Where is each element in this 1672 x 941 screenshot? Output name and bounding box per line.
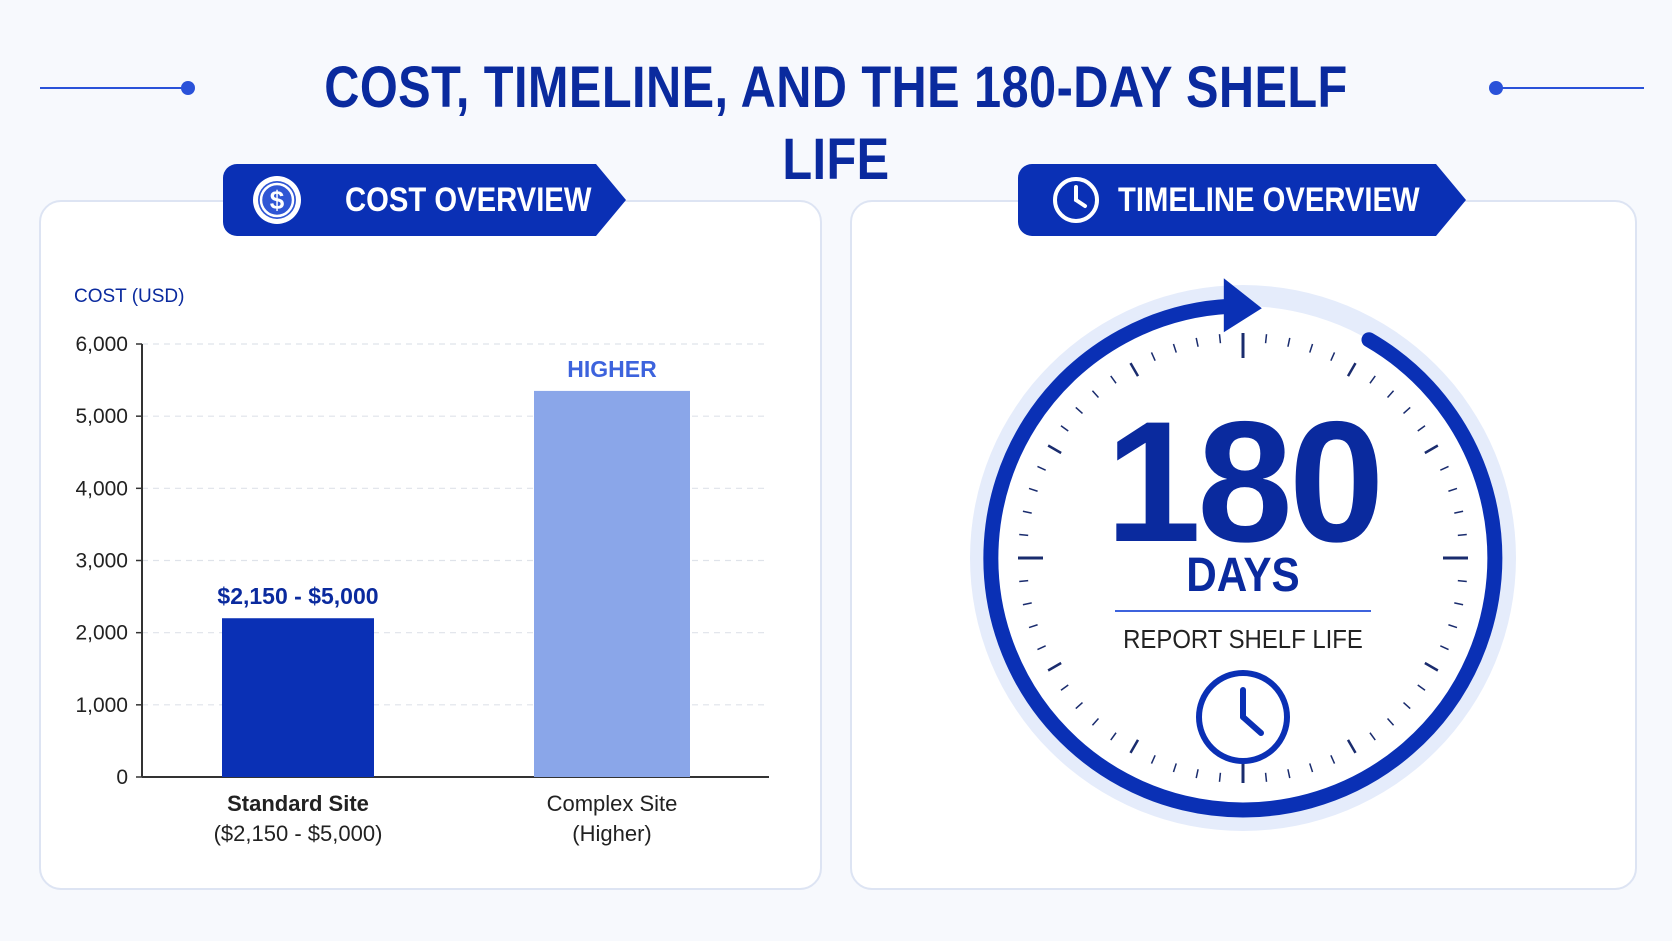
clock-tick — [1448, 624, 1458, 629]
clock-tick — [1440, 465, 1449, 471]
clock-tick — [1264, 334, 1268, 344]
arrow-head-icon — [1223, 278, 1262, 333]
clock-tick — [1386, 390, 1395, 398]
bar-standard-site — [222, 618, 374, 777]
data-label: HIGHER — [567, 356, 657, 382]
clock-tick — [1424, 444, 1439, 455]
clock-tick — [1330, 352, 1336, 361]
y-axis-label: COST (USD) — [74, 286, 184, 307]
page-title: COST, TIMELINE, AND THE 180-DAY SHELF LI… — [324, 55, 1348, 192]
clock-inner-icon — [1196, 670, 1290, 764]
clock-tick — [1075, 406, 1083, 415]
clock-tick — [1369, 375, 1376, 384]
timeline-overview-header: TIMELINE OVERVIEW — [1018, 164, 1466, 236]
clock-tick — [1346, 362, 1357, 377]
x-tick-label: Complex Site — [547, 791, 678, 816]
clock-tick — [1417, 425, 1426, 432]
clock-tick — [1172, 343, 1177, 353]
clock-tick — [1218, 772, 1222, 782]
clock-tick — [1019, 579, 1029, 583]
y-tick-label: 1,000 — [75, 694, 128, 717]
title-dot-right — [1489, 81, 1503, 95]
clock-tick — [1417, 684, 1426, 691]
clock-icon — [1050, 174, 1102, 226]
clock-tick — [1129, 739, 1140, 754]
timeline-overview-label: TIMELINE OVERVIEW — [1118, 181, 1420, 219]
data-label: $2,150 - $5,000 — [217, 583, 378, 609]
clock-progress-arc — [983, 298, 1503, 818]
y-tick-label: 2,000 — [75, 622, 128, 645]
clock-tick — [1028, 624, 1038, 629]
clock-tick — [1218, 334, 1222, 344]
clock-tick — [1022, 602, 1032, 606]
x-tick-label: Standard Site — [227, 791, 369, 816]
clock-divider — [1115, 610, 1371, 612]
y-tick-label: 3,000 — [75, 550, 128, 573]
clock-tick — [1457, 579, 1467, 583]
clock-tick — [1264, 772, 1268, 782]
y-tick-label: 4,000 — [75, 477, 128, 500]
clock-tick — [1110, 375, 1117, 384]
bar-complex-site — [534, 390, 690, 777]
clock-tick — [1091, 390, 1100, 398]
clock-tick — [1386, 718, 1395, 726]
clock-tick — [1110, 732, 1117, 741]
clock-tick — [1448, 487, 1458, 492]
clock-tick — [1287, 769, 1291, 779]
title-line-left — [40, 87, 185, 89]
clock-tick — [1091, 718, 1100, 726]
clock-tick — [1150, 755, 1156, 764]
clock-tick — [1424, 661, 1439, 672]
clock-tick — [1330, 755, 1336, 764]
clock-tick — [1369, 732, 1376, 741]
shelf-life-caption: REPORT SHELF LIFE — [1123, 624, 1363, 654]
clock-tick — [1454, 510, 1464, 514]
clock-tick — [1028, 487, 1038, 492]
clock-tick — [1403, 701, 1411, 710]
cost-overview-label: COST OVERVIEW — [345, 181, 592, 219]
dollar-icon: $ — [251, 174, 303, 226]
clock-tick — [1019, 533, 1029, 537]
title-row: COST, TIMELINE, AND THE 180-DAY SHELF LI… — [0, 52, 1672, 192]
title-dot-left — [181, 81, 195, 95]
y-tick-label: 6,000 — [75, 333, 128, 356]
clock-tick — [1060, 425, 1069, 432]
clock-tick — [1047, 444, 1062, 455]
clock-tick — [1287, 337, 1291, 347]
clock-tick — [1022, 510, 1032, 514]
y-tick-label: 0 — [116, 766, 128, 789]
clock-tick — [1172, 763, 1177, 773]
clock-tick — [1309, 763, 1314, 773]
clock-tick — [1403, 406, 1411, 415]
x-tick-sublabel: (Higher) — [572, 821, 651, 846]
shelf-life-number: 180 — [1105, 386, 1385, 578]
clock-tick — [1037, 645, 1046, 651]
clock-tick — [1346, 739, 1357, 754]
y-tick-label: 5,000 — [75, 405, 128, 428]
cost-overview-header: $ COST OVERVIEW — [223, 164, 626, 236]
clock-tick — [1075, 701, 1083, 710]
title-line-right — [1502, 87, 1644, 89]
clock-tick — [1440, 645, 1449, 651]
shelf-life-clock — [970, 278, 1516, 831]
shelf-life-unit: DAYS — [1186, 549, 1300, 602]
clock-tick — [1454, 602, 1464, 606]
clock-tick — [1195, 769, 1199, 779]
clock-tick — [1457, 533, 1467, 537]
svg-text:$: $ — [270, 185, 285, 215]
clock-face — [991, 306, 1495, 810]
clock-tick — [1060, 684, 1069, 691]
clock-tick — [1047, 661, 1062, 672]
clock-tick — [1309, 343, 1314, 353]
x-tick-sublabel: ($2,150 - $5,000) — [214, 821, 383, 846]
clock-tick — [1150, 352, 1156, 361]
cost-card — [39, 200, 822, 890]
clock-tick — [1129, 362, 1140, 377]
clock-tick — [1037, 465, 1046, 471]
clock-tick — [1195, 337, 1199, 347]
cost-bar-chart: COST (USD) 0 1,000 2,000 3,000 4,000 5,000 6,00… — [74, 286, 769, 846]
